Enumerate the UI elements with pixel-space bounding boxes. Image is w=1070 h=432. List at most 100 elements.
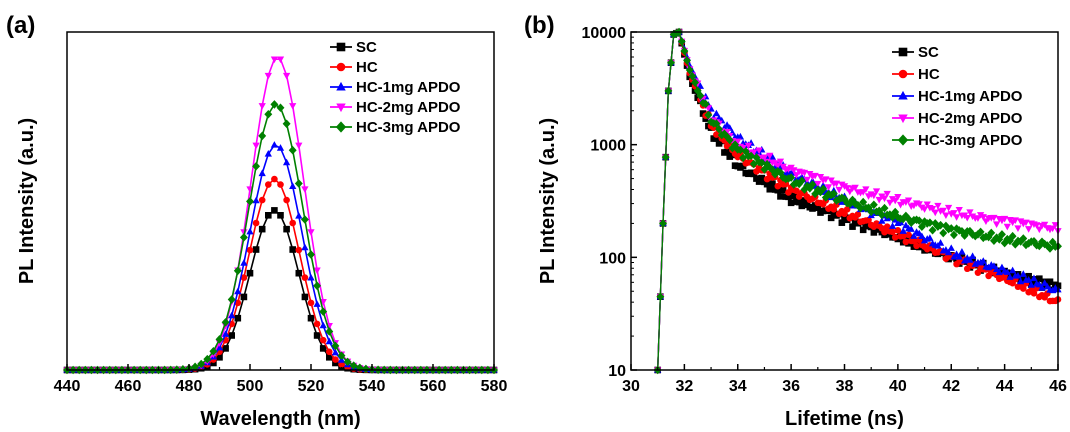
panel-a-point-hc <box>332 356 339 363</box>
panel-a-point-hc <box>307 299 315 307</box>
panel-a-point-hc-3mg-apdo <box>197 359 206 369</box>
panel-b-point-hc-2mg-apdo <box>816 173 825 181</box>
panel-b-point-hc-2mg-apdo <box>944 204 953 212</box>
panel-b-point-hc-2mg-apdo <box>920 206 929 213</box>
panel-b-point-hc <box>1020 285 1027 292</box>
panel-b-point-hc-2mg-apdo <box>811 172 819 180</box>
panel-b-point-hc-1mg-apdo <box>995 268 1003 276</box>
panel-b-point-hc-3mg-apdo <box>904 214 913 224</box>
panel-b-point-hc-2mg-apdo <box>766 152 774 160</box>
panel-b-point-hc-3mg-apdo <box>915 216 924 225</box>
panel-a-point-hc-3mg-apdo <box>313 281 322 291</box>
panel-a-point-hc-1mg-apdo <box>258 169 266 177</box>
panel-b-point-hc-1mg-apdo <box>768 153 777 160</box>
panel-b-point-hc-3mg-apdo <box>936 220 945 230</box>
panel-b-y-tick-label: 10000 <box>582 25 627 42</box>
panel-b-point-hc <box>963 265 971 273</box>
panel-a-point-hc-1mg-apdo <box>264 150 272 157</box>
panel-b-point-hc-1mg-apdo <box>712 109 721 117</box>
panel-b-point-hc-3mg-apdo <box>1022 240 1030 250</box>
panel-b-point-hc-1mg-apdo <box>979 257 987 264</box>
panel-a-point-sc <box>246 269 254 277</box>
panel-a-point-hc-3mg-apdo <box>233 266 242 276</box>
panel-a-point-sc <box>295 269 303 277</box>
panel-a-point-hc-3mg-apdo <box>349 361 358 370</box>
panel-a-point-hc-2mg-apdo <box>252 142 260 150</box>
panel-b-y-tick-label: 1000 <box>590 138 626 155</box>
panel-a-x-tick-label: 440 <box>54 378 81 395</box>
panel-a-x-tick-label: 580 <box>481 378 508 395</box>
panel-a: (a) 440 460 480 500 520 540 560 580 Wavelength … <box>6 12 507 430</box>
panel-b-point-hc-2mg-apdo <box>1011 217 1019 225</box>
panel-b-point-hc-3mg-apdo <box>829 189 838 199</box>
panel-a-point-sc <box>240 293 248 301</box>
panel-a-point-hc-1mg-apdo <box>221 330 230 337</box>
panel-a-point-hc <box>295 246 303 254</box>
panel-b-point-hc-3mg-apdo <box>1008 231 1017 241</box>
panel-b-point-hc-3mg-apdo <box>696 91 705 100</box>
panel-b-point-hc <box>713 131 720 138</box>
panel-b-point-hc <box>782 180 790 188</box>
panel-a-point-sc <box>301 293 309 301</box>
panel-a-point-hc-3mg-apdo <box>209 346 218 356</box>
panel-a-point-hc-3mg-apdo <box>258 131 267 141</box>
panel-b-point-hc-2mg-apdo <box>835 186 843 194</box>
panel-a-point-sc <box>271 207 278 214</box>
panel-b-legend-item: SC <box>892 44 939 61</box>
panel-b-point-hc-3mg-apdo <box>995 235 1004 244</box>
panel-a-point-sc <box>234 314 242 322</box>
panel-a-legend-item: HC-2mg APDO <box>330 99 461 116</box>
panel-b-point-hc-2mg-apdo <box>824 184 833 191</box>
panel-a-point-sc <box>307 314 315 322</box>
panel-b-legend-item: HC-3mg APDO <box>892 132 1023 149</box>
panel-b-point-hc-3mg-apdo <box>968 230 977 239</box>
panel-b-x-tick-label: 40 <box>889 378 907 395</box>
panel-b-point-hc-2mg-apdo <box>814 180 822 188</box>
panel-b-point-hc-2mg-apdo <box>800 169 809 177</box>
panel-a-point-hc <box>252 219 260 227</box>
panel-b-point-hc-3mg-apdo <box>864 203 873 212</box>
panel-b-point-hc <box>854 211 862 218</box>
panel-b-point-hc <box>905 231 912 239</box>
panel-b-point-hc-3mg-apdo <box>848 195 857 205</box>
panel-a-x-tick-label: 540 <box>359 378 386 395</box>
panel-a-legend-label: HC-3mg APDO <box>356 119 461 136</box>
panel-a-point-hc-2mg-apdo <box>313 267 321 275</box>
panel-b-point-hc-2mg-apdo <box>734 138 742 146</box>
panel-a-legend-item: HC-1mg APDO <box>330 79 461 96</box>
panel-a-point-hc-2mg-apdo <box>307 229 315 236</box>
panel-b-point-hc-3mg-apdo <box>1035 241 1044 251</box>
panel-a-point-hc <box>301 274 309 281</box>
panel-b-point-hc-2mg-apdo <box>822 176 830 184</box>
panel-b-legend-label: HC-2mg APDO <box>918 110 1023 127</box>
panel-b-point-sc <box>777 193 784 200</box>
panel-b-point-sc <box>763 180 771 188</box>
panel-b-point-hc-3mg-apdo <box>819 184 828 194</box>
panel-b-point-hc-3mg-apdo <box>869 200 878 210</box>
panel-b-point-hc <box>785 189 792 196</box>
panel-b-point-hc-3mg-apdo <box>880 203 889 213</box>
panel-b-point-hc-1mg-apdo <box>1009 266 1017 274</box>
panel-b-point-hc-2mg-apdo <box>942 212 950 220</box>
panel-b-legend-label: HC-3mg APDO <box>918 132 1023 149</box>
panel-a-point-hc-2mg-apdo <box>289 103 297 110</box>
panel-a-point-sc <box>313 332 321 339</box>
panel-b-point-hc-1mg-apdo <box>696 82 705 89</box>
panel-b-point-hc-2mg-apdo <box>990 214 998 222</box>
panel-b-point-hc-3mg-apdo <box>901 211 910 221</box>
panel-b-point-hc <box>763 175 771 183</box>
panel-b-point-sc <box>859 226 867 234</box>
panel-a-point-hc-1mg-apdo <box>270 141 279 148</box>
panel-a-x-tick-label: 500 <box>237 378 264 395</box>
panel-b-point-hc-1mg-apdo <box>1019 270 1027 277</box>
panel-a-point-hc-2mg-apdo <box>270 56 279 64</box>
panel-b-point-hc-3mg-apdo <box>712 119 721 128</box>
panel-a-point-hc-1mg-apdo <box>252 196 260 204</box>
panel-a-point-hc-3mg-apdo <box>246 197 254 206</box>
panel-b-point-hc <box>891 233 899 241</box>
panel-a-point-hc-3mg-apdo <box>227 295 236 304</box>
panel-b-point-hc-3mg-apdo <box>931 219 940 228</box>
panel-b-point-hc-2mg-apdo <box>928 205 937 213</box>
panel-b-point-hc-3mg-apdo <box>859 197 868 207</box>
panel-b-legend-label: HC-1mg APDO <box>918 88 1023 105</box>
